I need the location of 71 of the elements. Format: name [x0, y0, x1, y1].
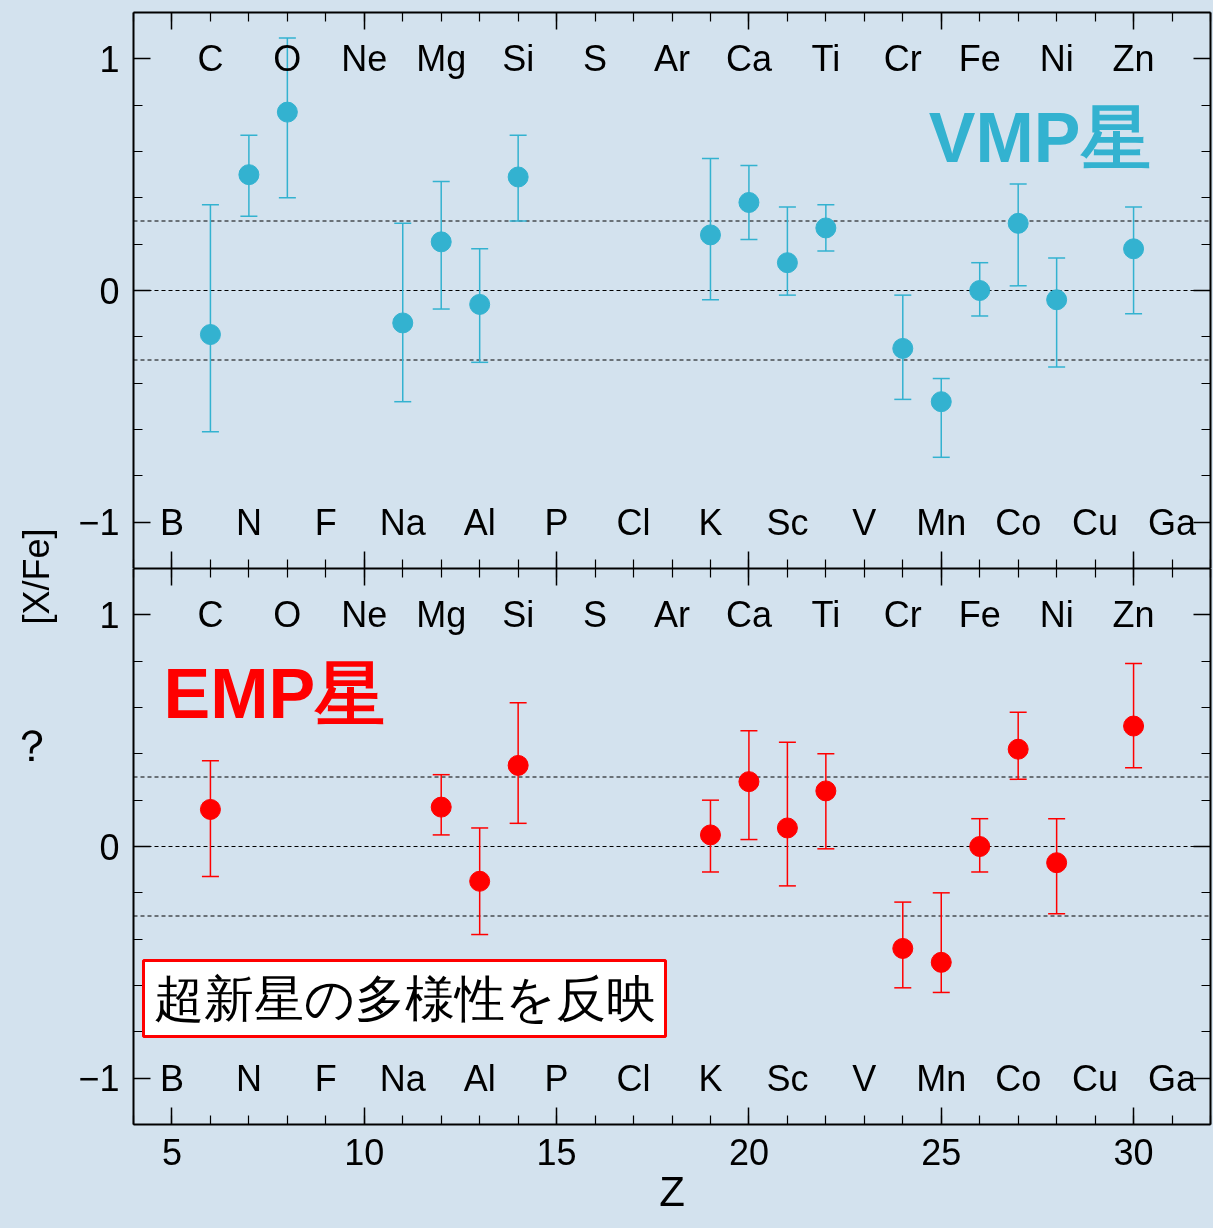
annotation: P [544, 502, 569, 543]
annotation: F [314, 1058, 337, 1099]
annotation: Ca [725, 594, 773, 635]
annotation: Ga [1148, 1058, 1198, 1099]
annotation: Al [463, 502, 496, 543]
annotation: Na [379, 502, 427, 543]
annotation: Na [379, 1058, 427, 1099]
annotation: C [197, 38, 224, 79]
annotation: Cr [883, 594, 922, 635]
x-tick-label: 30 [1113, 1131, 1154, 1173]
annotation: Cu [1072, 1058, 1119, 1099]
annotation: Ga [1148, 502, 1198, 543]
annotation: B [159, 502, 184, 543]
annotation: N [235, 502, 262, 543]
text: ？ [10, 721, 54, 770]
series-label: VMP星 [928, 98, 1151, 177]
annotation: Ne [341, 594, 388, 635]
annotation: K [698, 1058, 723, 1099]
annotation: C [197, 594, 224, 635]
x-tick-label: 5 [161, 1131, 182, 1173]
x-axis-title: Z [659, 1167, 685, 1215]
x-tick-label: 10 [344, 1131, 385, 1173]
annotation: Si [502, 594, 535, 635]
annotation: Cl [616, 1058, 651, 1099]
annotation: Zn [1112, 594, 1155, 635]
y-tick-label: −1 [78, 502, 120, 544]
annotation: Al [463, 1058, 496, 1099]
y-tick-label: 0 [99, 270, 120, 312]
y-tick-label: 1 [99, 38, 120, 80]
annotation: Fe [958, 594, 1001, 635]
annotation: Ar [654, 38, 691, 79]
annotation: Ne [341, 38, 388, 79]
annotation: V [852, 502, 877, 543]
annotation: F [314, 502, 337, 543]
annotation: Sc [766, 1058, 809, 1099]
annotation: Co [995, 1058, 1042, 1099]
y-tick-label: 1 [99, 594, 120, 636]
annotation: Cr [883, 38, 922, 79]
y-axis-title: [X/Fe] [15, 528, 57, 625]
annotation: Fe [958, 38, 1001, 79]
annotation: B [159, 1058, 184, 1099]
x-tick-label: 20 [728, 1131, 769, 1173]
annotation: Ca [725, 38, 773, 79]
annotation: P [544, 1058, 569, 1099]
annotation: Ni [1039, 594, 1074, 635]
annotation: S [583, 594, 608, 635]
y-tick-label: 0 [99, 826, 120, 868]
annotation: Ar [654, 594, 691, 635]
annotation: Sc [766, 502, 809, 543]
x-tick-label: 15 [536, 1131, 577, 1173]
annotation: Cu [1072, 502, 1119, 543]
annotation: S [583, 38, 608, 79]
series-label: EMP星 [163, 654, 386, 733]
annotation: Mg [416, 38, 467, 79]
y-tick-label: −1 [78, 1058, 120, 1100]
annotation: Co [995, 502, 1042, 543]
annotation: Ni [1039, 38, 1074, 79]
annotation: Ti [811, 38, 841, 79]
annotation: Mn [916, 502, 967, 543]
annotation: Cl [616, 502, 651, 543]
annotation: 超新星の多様性を反映 [153, 970, 656, 1027]
x-tick-label: 25 [921, 1131, 962, 1173]
annotation: V [852, 1058, 877, 1099]
annotation: Ti [811, 594, 841, 635]
annotation: Zn [1112, 38, 1155, 79]
annotation: Si [502, 38, 535, 79]
annotation: N [235, 1058, 262, 1099]
annotation: O [273, 594, 302, 635]
annotation: K [698, 502, 723, 543]
annotation: Mn [916, 1058, 967, 1099]
annotation: Mg [416, 594, 467, 635]
